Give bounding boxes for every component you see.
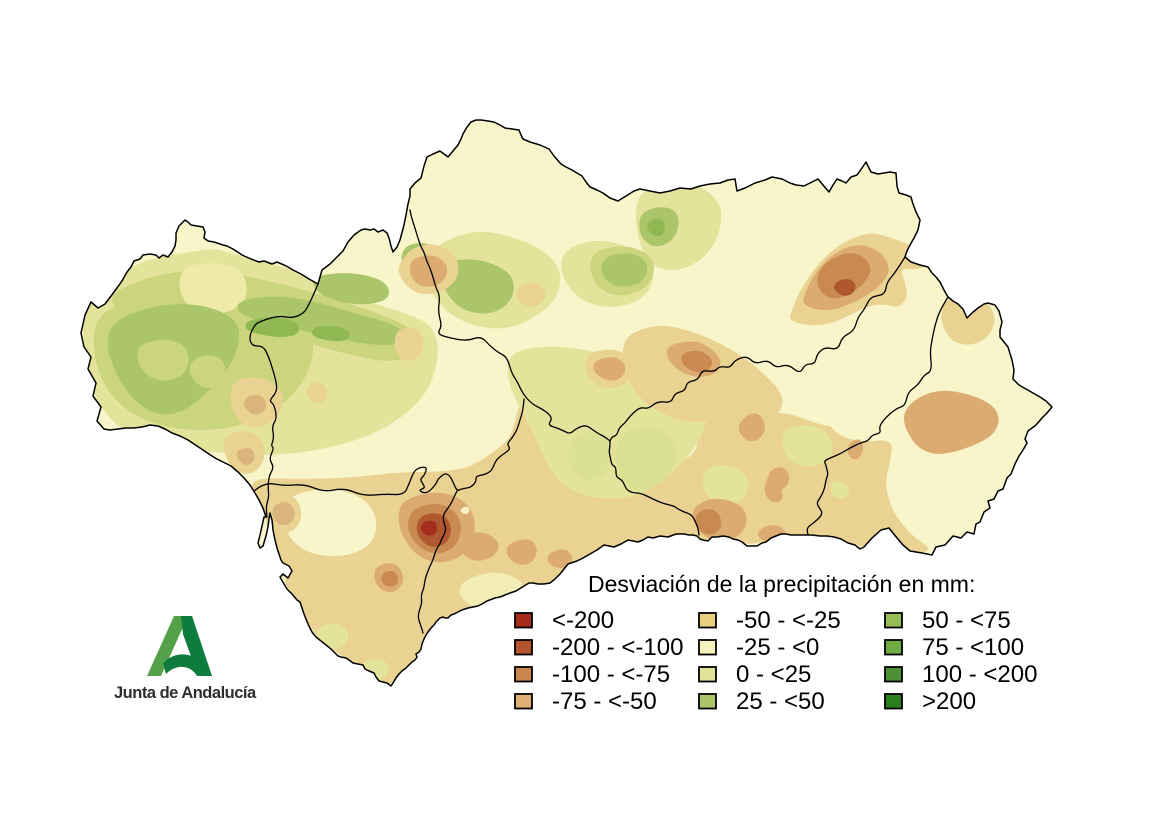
svg-text:100 - <200: 100 - <200 (922, 661, 1037, 688)
svg-text:Desviación de la precipitación: Desviación de la precipitación en mm: (588, 571, 975, 597)
svg-text:-25 - <0: -25 - <0 (736, 634, 819, 661)
svg-text:0 - <25: 0 - <25 (736, 661, 811, 688)
svg-text:-200 - <-100: -200 - <-100 (552, 634, 683, 661)
svg-text:25 - <50: 25 - <50 (736, 688, 825, 715)
svg-text:Junta de Andalucía: Junta de Andalucía (114, 684, 257, 702)
svg-text:>200: >200 (922, 688, 976, 715)
svg-text:<-200: <-200 (552, 607, 614, 634)
svg-text:-100 - <-75: -100 - <-75 (552, 661, 670, 688)
svg-text:-50 - <-25: -50 - <-25 (736, 607, 841, 634)
svg-text:50 - <75: 50 - <75 (922, 607, 1011, 634)
svg-text:75 - <100: 75 - <100 (922, 634, 1024, 661)
svg-text:-75 - <-50: -75 - <-50 (552, 688, 657, 715)
